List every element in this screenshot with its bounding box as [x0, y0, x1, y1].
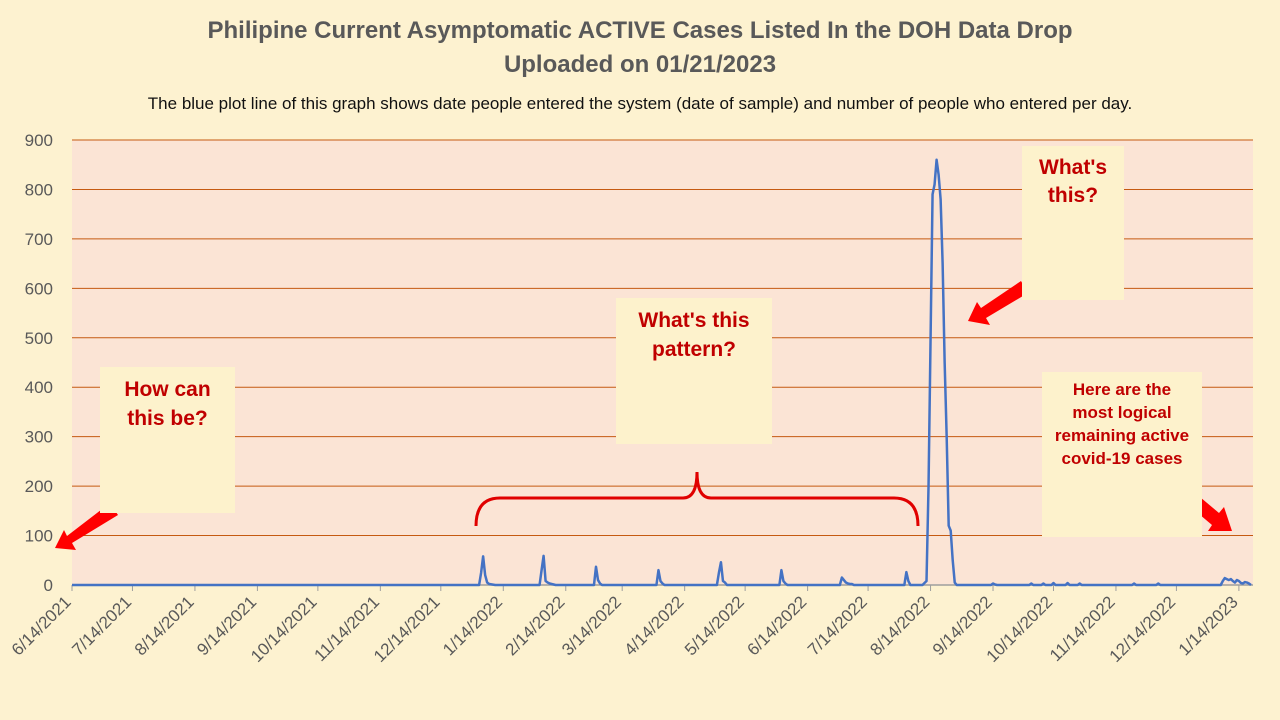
x-tick-label: 12/14/2022: [1106, 592, 1180, 666]
y-tick-label: 900: [25, 131, 53, 150]
x-tick-label: 8/14/2022: [866, 592, 933, 659]
y-tick-label: 200: [25, 477, 53, 496]
y-tick-label: 600: [25, 279, 53, 298]
annotation-whats-this: What's this?: [1022, 146, 1124, 300]
y-tick-label: 800: [25, 180, 53, 199]
y-tick-label: 500: [25, 329, 53, 348]
pattern-brace-icon: [474, 471, 920, 527]
x-tick-label: 6/14/2021: [8, 592, 75, 659]
x-tick-label: 12/14/2021: [370, 592, 444, 666]
x-tick-label: 10/14/2021: [247, 592, 321, 666]
x-tick-labels: 6/14/20217/14/20218/14/20219/14/202110/1…: [8, 585, 1242, 666]
y-tick-label: 400: [25, 378, 53, 397]
x-tick-label: 7/14/2021: [68, 592, 135, 659]
chart-title: Philipine Current Asymptomatic ACTIVE Ca…: [207, 17, 1073, 44]
x-tick-label: 1/14/2023: [1175, 592, 1242, 659]
arrow-left-icon: [55, 503, 118, 550]
y-tick-label: 700: [25, 230, 53, 249]
x-tick-label: 5/14/2022: [681, 592, 748, 659]
x-tick-label: 2/14/2022: [502, 592, 569, 659]
series-line-0: [72, 158, 1252, 587]
y-tick-label: 100: [25, 527, 53, 546]
y-tick-labels: 0 100 200 300 400 500 600 700 800 900: [25, 131, 53, 595]
chart-subtitle: The blue plot line of this graph shows d…: [147, 94, 1133, 113]
x-tick-label: 7/14/2022: [804, 592, 871, 659]
annotation-how-can-this-be: How can this be?: [100, 367, 235, 513]
x-tick-label: 6/14/2022: [744, 592, 811, 659]
x-tick-label: 1/14/2022: [439, 592, 506, 659]
series-group: [72, 158, 1252, 587]
arrow-center-icon: [968, 281, 1028, 325]
x-tick-label: 8/14/2021: [131, 592, 198, 659]
x-tick-label: 4/14/2022: [621, 592, 688, 659]
x-tick-label: 10/14/2022: [983, 592, 1057, 666]
annotation-logical-cases: Here are the most logical remaining acti…: [1042, 372, 1202, 537]
chart-title-line-2: Uploaded on 01/21/2023: [503, 51, 777, 78]
annotation-whats-this-pattern: What's this pattern?: [616, 298, 772, 444]
y-tick-label: 0: [44, 576, 53, 595]
x-tick-label: 3/14/2022: [558, 592, 625, 659]
y-tick-label: 300: [25, 428, 53, 447]
